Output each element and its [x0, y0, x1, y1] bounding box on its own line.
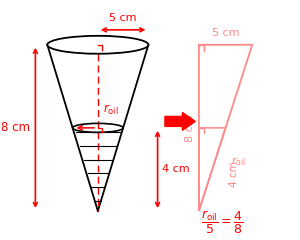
Text: 5 cm: 5 cm [110, 13, 137, 23]
Text: 5 cm: 5 cm [212, 28, 239, 38]
Text: $r_\mathrm{oil}$: $r_\mathrm{oil}$ [103, 103, 119, 117]
Ellipse shape [47, 36, 148, 54]
Polygon shape [165, 113, 195, 130]
Text: 8 cm: 8 cm [185, 114, 195, 142]
Text: 4 cm: 4 cm [229, 162, 239, 187]
Text: $\dfrac{r_\mathrm{oil}}{5} = \dfrac{4}{8}$: $\dfrac{r_\mathrm{oil}}{5} = \dfrac{4}{8… [201, 209, 243, 236]
Text: $r_\mathrm{oil}$: $r_\mathrm{oil}$ [231, 155, 246, 168]
Text: 8 cm: 8 cm [1, 121, 30, 134]
Text: 4 cm: 4 cm [162, 164, 190, 174]
